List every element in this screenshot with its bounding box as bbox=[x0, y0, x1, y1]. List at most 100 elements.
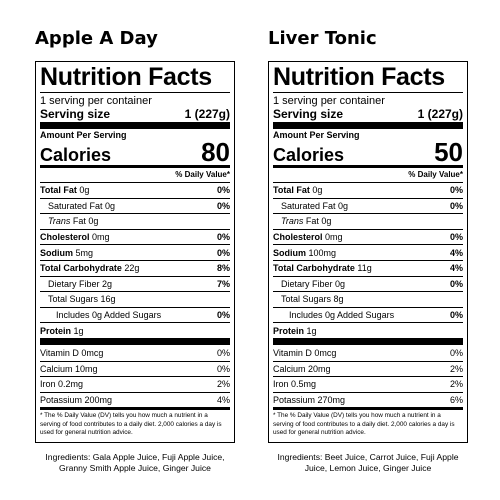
nutrient-percent: 0% bbox=[216, 363, 230, 374]
nutrient-label: Total Carbohydrate bbox=[40, 263, 122, 274]
nutrient-percent: 0% bbox=[216, 310, 230, 321]
calories-row: Calories 80 bbox=[40, 137, 230, 167]
nutrient-label: Iron 0.5mg bbox=[273, 379, 317, 390]
nutrient-row-sodium: Sodium 5mg 0% bbox=[40, 244, 230, 260]
nutrient-row-potassium: Potassium 270mg 6% bbox=[273, 391, 463, 408]
divider-medium bbox=[40, 165, 230, 168]
nutrient-percent: 0% bbox=[449, 310, 463, 321]
calories-row: Calories 50 bbox=[273, 137, 463, 167]
nutrient-percent: 2% bbox=[449, 363, 463, 374]
divider-medium bbox=[40, 407, 230, 411]
nutrient-row-added-sugars: Includes 0g Added Sugars 0% bbox=[40, 306, 230, 323]
nutrient-label: Protein bbox=[40, 325, 72, 336]
nutrient-label: Total Carbohydrate bbox=[273, 263, 355, 274]
divider bbox=[40, 92, 230, 93]
ingredients-list: Ingredients: Gala Apple Juice, Fuji Appl… bbox=[45, 452, 225, 473]
nutrient-amount: 0mg bbox=[92, 232, 110, 243]
nutrient-row-calcium: Calcium 10mg 0% bbox=[40, 360, 230, 377]
nutrient-amount: 0mg bbox=[325, 232, 343, 243]
nutrient-label: Includes 0g Added Sugars bbox=[289, 310, 395, 321]
nutrient-amount: 0g bbox=[79, 185, 90, 196]
nutrient-label: Calcium 20mg bbox=[273, 363, 331, 374]
nutrient-label: Includes 0g Added Sugars bbox=[56, 310, 162, 321]
divider-medium bbox=[273, 407, 463, 411]
nutrition-facts-title: Nutrition Facts bbox=[273, 63, 445, 91]
nutrient-amount: 1g bbox=[73, 325, 84, 336]
nutrient-percent: 0% bbox=[449, 347, 463, 358]
calories-value: 50 bbox=[434, 137, 463, 167]
serving-size-value: 1 (227g) bbox=[417, 107, 463, 121]
divider-medium bbox=[273, 165, 463, 168]
nutrient-label: Total Fat bbox=[40, 185, 77, 196]
nutrient-label: Potassium 200mg bbox=[40, 395, 113, 406]
nutrient-row-total-carbohydrate: Total Carbohydrate 22g 8% bbox=[40, 259, 230, 276]
calories-label: Calories bbox=[273, 145, 345, 165]
nutrient-percent: 4% bbox=[449, 263, 463, 274]
product-title: Liver Tonic bbox=[268, 28, 377, 49]
nutrient-row-vitamin-d: Vitamin D 0mcg 0% bbox=[273, 345, 463, 361]
nutrient-amount: 11g bbox=[357, 263, 372, 274]
nutrient-percent: 0% bbox=[449, 200, 463, 211]
nutrient-label: Saturated Fat 0g bbox=[48, 200, 116, 211]
divider bbox=[273, 92, 463, 93]
nutrient-percent: 0% bbox=[216, 247, 230, 258]
nutrient-row-trans-fat: Trans Fat 0g bbox=[273, 213, 463, 229]
nutrient-label: Calcium 10mg bbox=[40, 363, 98, 374]
serving-size-row: Serving size 1 (227g) bbox=[273, 107, 463, 122]
nutrient-row-cholesterol: Cholesterol 0mg 0% bbox=[273, 228, 463, 245]
nutrient-label: Total Fat bbox=[273, 185, 310, 196]
nutrient-row-total-sugars: Total Sugars 16g bbox=[40, 291, 230, 307]
nutrient-amount: 5mg bbox=[75, 247, 94, 258]
serving-size-row: Serving size 1 (227g) bbox=[40, 107, 230, 122]
nutrient-percent: 0% bbox=[449, 185, 463, 196]
nutrient-amount: 100mg bbox=[308, 247, 337, 258]
nutrient-row-protein: Protein 1g bbox=[273, 322, 463, 338]
nutrient-row-dietary-fiber: Dietary Fiber 2g 7% bbox=[40, 275, 230, 292]
nutrition-facts-panel: Nutrition Facts 1 serving per container … bbox=[268, 61, 468, 443]
nutrient-label: Protein bbox=[273, 325, 305, 336]
nutrient-label: Trans bbox=[48, 216, 71, 227]
nutrient-label: Vitamin D 0mcg bbox=[273, 347, 337, 358]
nutrient-label: Potassium 270mg bbox=[273, 395, 346, 406]
nutrient-label: Dietary Fiber 2g bbox=[48, 278, 113, 289]
nutrition-facts-panel: Nutrition Facts 1 serving per container … bbox=[35, 61, 235, 443]
nutrient-label: Sodium bbox=[273, 247, 306, 258]
nutrient-percent: 2% bbox=[216, 379, 230, 390]
nutrient-label: Trans bbox=[281, 216, 304, 227]
servings-per-container: 1 serving per container bbox=[40, 95, 152, 107]
nutrient-label: Sodium bbox=[40, 247, 73, 258]
calories-label: Calories bbox=[40, 145, 112, 165]
nutrient-amount: Fat 0g bbox=[72, 216, 99, 227]
nutrient-row-calcium: Calcium 20mg 2% bbox=[273, 360, 463, 377]
nutrient-percent: 4% bbox=[216, 395, 230, 406]
nutrient-row-total-fat: Total Fat 0g 0% bbox=[273, 182, 463, 198]
nutrient-label: Total Sugars 16g bbox=[48, 294, 116, 305]
divider-thick bbox=[40, 337, 230, 345]
nutrient-percent: 0% bbox=[216, 200, 230, 211]
nutrient-row-total-carbohydrate: Total Carbohydrate 11g 4% bbox=[273, 259, 463, 276]
serving-size-value: 1 (227g) bbox=[184, 107, 230, 121]
nutrient-percent: 0% bbox=[449, 232, 463, 243]
nutrient-row-trans-fat: Trans Fat 0g bbox=[40, 213, 230, 229]
nutrient-label: Dietary Fiber 0g bbox=[281, 278, 346, 289]
nutrient-row-iron: Iron 0.5mg 2% bbox=[273, 376, 463, 392]
nutrient-percent: 0% bbox=[449, 278, 463, 289]
calories-value: 80 bbox=[201, 137, 230, 167]
nutrient-percent: 7% bbox=[216, 278, 230, 289]
nutrient-percent: 4% bbox=[449, 247, 463, 258]
amount-per-serving: Amount Per Serving bbox=[40, 130, 127, 140]
nutrient-percent: 2% bbox=[449, 379, 463, 390]
nutrient-percent: 6% bbox=[449, 395, 463, 406]
nutrient-row-cholesterol: Cholesterol 0mg 0% bbox=[40, 228, 230, 245]
daily-value-header: % Daily Value* bbox=[175, 170, 230, 179]
nutrient-row-dietary-fiber: Dietary Fiber 0g 0% bbox=[273, 275, 463, 292]
nutrient-percent: 0% bbox=[216, 185, 230, 196]
nutrient-row-saturated-fat: Saturated Fat 0g 0% bbox=[40, 197, 230, 214]
nutrient-row-potassium: Potassium 200mg 4% bbox=[40, 391, 230, 408]
serving-size-label: Serving size bbox=[273, 107, 344, 121]
divider-thick bbox=[273, 122, 463, 129]
daily-value-header: % Daily Value* bbox=[408, 170, 463, 179]
nutrient-percent: 8% bbox=[216, 263, 230, 274]
product-title: Apple A Day bbox=[35, 28, 158, 49]
nutrient-label: Cholesterol bbox=[273, 232, 323, 243]
